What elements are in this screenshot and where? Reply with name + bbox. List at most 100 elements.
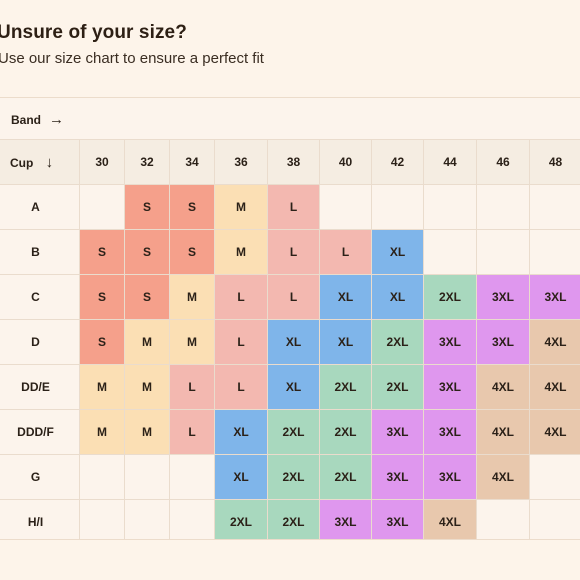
size-cell: 4XL — [476, 409, 530, 455]
empty-cell — [529, 184, 580, 230]
size-cell: M — [214, 229, 268, 275]
empty-cell — [423, 229, 477, 275]
size-cell: 3XL — [529, 274, 580, 320]
empty-cell — [476, 499, 530, 539]
size-cell: M — [79, 364, 125, 410]
table-row: G XL 2XL 2XL 3XL 3XL 4XL — [0, 454, 580, 500]
size-cell: 4XL — [529, 319, 580, 365]
size-cell: XL — [267, 319, 320, 365]
empty-cell — [124, 499, 170, 539]
size-cell: 2XL — [319, 364, 372, 410]
empty-cell — [319, 184, 372, 230]
size-cell: 2XL — [267, 454, 320, 500]
cup-axis-label: Cup ↓ — [0, 139, 80, 185]
size-cell: L — [169, 364, 215, 410]
cup-label: G — [0, 454, 80, 500]
table-row: D S M M L XL XL 2XL 3XL 3XL 4XL — [0, 319, 580, 365]
size-cell: M — [214, 184, 268, 230]
page-title: Unsure of your size? — [0, 22, 187, 43]
size-cell: 2XL — [214, 499, 268, 539]
arrow-down-icon: ↓ — [45, 153, 54, 171]
band-header-30: 30 — [79, 139, 125, 185]
size-cell: 2XL — [267, 499, 320, 539]
table-row: DDD/F M M L XL 2XL 2XL 3XL 3XL 4XL 4XL — [0, 409, 580, 455]
size-cell: 3XL — [423, 319, 477, 365]
size-cell: 2XL — [319, 409, 372, 455]
cup-label: A — [0, 184, 80, 230]
empty-cell — [169, 499, 215, 539]
size-cell: 3XL — [476, 319, 530, 365]
band-header-46: 46 — [476, 139, 530, 185]
empty-cell — [124, 454, 170, 500]
cup-label: H/I — [0, 499, 80, 539]
cup-label: C — [0, 274, 80, 320]
size-cell: S — [169, 184, 215, 230]
band-header-42: 42 — [371, 139, 424, 185]
cup-label: D — [0, 319, 80, 365]
size-cell: L — [319, 229, 372, 275]
size-cell: L — [267, 184, 320, 230]
empty-cell — [476, 184, 530, 230]
size-cell: XL — [214, 409, 268, 455]
empty-cell — [169, 454, 215, 500]
size-cell: 3XL — [423, 364, 477, 410]
empty-cell — [529, 454, 580, 500]
size-cell: S — [79, 274, 125, 320]
band-header-40: 40 — [319, 139, 372, 185]
size-cell: 4XL — [476, 454, 530, 500]
table-row: H/I 2XL 2XL 3XL 3XL 4XL — [0, 499, 580, 539]
size-cell: S — [124, 274, 170, 320]
size-cell: XL — [214, 454, 268, 500]
band-header-38: 38 — [267, 139, 320, 185]
empty-cell — [371, 184, 424, 230]
size-cell: M — [79, 409, 125, 455]
cup-label-text: Cup — [10, 155, 34, 170]
size-cell: S — [79, 319, 125, 365]
size-cell: 2XL — [371, 364, 424, 410]
size-cell: L — [267, 274, 320, 320]
empty-cell — [423, 184, 477, 230]
size-cell: L — [214, 364, 268, 410]
size-cell: M — [124, 319, 170, 365]
size-cell: M — [169, 274, 215, 320]
page-subtitle: Use our size chart to ensure a perfect f… — [0, 50, 264, 67]
cup-label: DDD/F — [0, 409, 80, 455]
size-cell: 3XL — [371, 409, 424, 455]
size-cell: L — [214, 274, 268, 320]
size-cell: 4XL — [529, 364, 580, 410]
empty-cell — [79, 499, 125, 539]
empty-cell — [476, 229, 530, 275]
size-cell: S — [169, 229, 215, 275]
size-cell: L — [267, 229, 320, 275]
size-cell: XL — [319, 319, 372, 365]
size-cell: 4XL — [476, 364, 530, 410]
size-cell: 4XL — [529, 409, 580, 455]
size-cell: 3XL — [371, 454, 424, 500]
band-header-34: 34 — [169, 139, 215, 185]
cup-label: B — [0, 229, 80, 275]
band-header-44: 44 — [423, 139, 477, 185]
band-axis-label: Band → — [11, 112, 64, 127]
table-row: DD/E M M L L XL 2XL 2XL 3XL 4XL 4XL — [0, 364, 580, 410]
size-cell: 2XL — [267, 409, 320, 455]
size-cell: M — [124, 364, 170, 410]
size-cell: XL — [267, 364, 320, 410]
size-cell: M — [169, 319, 215, 365]
size-cell: 3XL — [476, 274, 530, 320]
size-cell: 3XL — [371, 499, 424, 539]
header-row: Cup ↓ 30 32 34 36 38 40 42 44 46 48 — [0, 139, 580, 185]
table-row: C S S M L L XL XL 2XL 3XL 3XL — [0, 274, 580, 320]
band-header-36: 36 — [214, 139, 268, 185]
band-label-text: Band — [11, 112, 41, 127]
size-cell: 3XL — [423, 454, 477, 500]
band-header-48: 48 — [529, 139, 580, 185]
arrow-right-icon: → — [49, 111, 64, 128]
size-cell: 4XL — [423, 499, 477, 539]
size-cell: 3XL — [319, 499, 372, 539]
band-header-32: 32 — [124, 139, 170, 185]
size-cell: S — [124, 184, 170, 230]
size-cell: L — [169, 409, 215, 455]
size-cell: 3XL — [423, 409, 477, 455]
